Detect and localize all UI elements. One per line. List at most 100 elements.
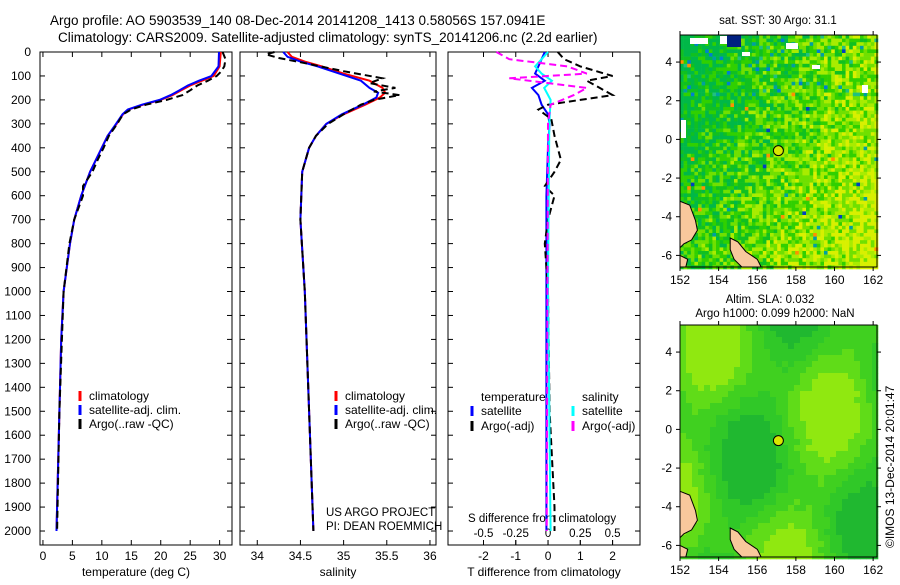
heatmap-cell (781, 75, 785, 79)
heatmap-cell (848, 427, 854, 433)
heatmap-cell (788, 262, 792, 266)
heatmap-cell (784, 78, 788, 82)
heatmap-cell (836, 349, 842, 355)
heatmap-cell (758, 493, 764, 499)
heatmap-cell (835, 93, 839, 97)
heatmap-cell (842, 46, 846, 50)
heatmap-cell (824, 143, 828, 147)
heatmap-cell (831, 96, 835, 100)
heatmap-cell (849, 211, 853, 215)
heatmap-cell (722, 373, 728, 379)
x-tick-label: 5 (69, 549, 76, 563)
heatmap-cell (788, 385, 794, 391)
heatmap-cell (745, 132, 749, 136)
heatmap-cell (842, 186, 846, 190)
heatmap-cell (781, 96, 785, 100)
heatmap-cell (687, 190, 691, 194)
heatmap-cell (830, 391, 836, 397)
heatmap-cell (838, 186, 842, 190)
heatmap-cell (694, 168, 698, 172)
heatmap-cell (752, 57, 756, 61)
heatmap-cell (824, 67, 828, 71)
heatmap-cell (704, 373, 710, 379)
heatmap-cell (709, 75, 713, 79)
heatmap-cell (752, 367, 758, 373)
heatmap-cell (828, 201, 832, 205)
heatmap-cell (836, 367, 842, 373)
heatmap-cell (698, 219, 702, 223)
heatmap-cell (799, 121, 803, 125)
heatmap-cell (748, 60, 752, 64)
heatmap-cell (848, 493, 854, 499)
heatmap-cell (848, 451, 854, 457)
heatmap-cell (698, 251, 702, 255)
heatmap-cell (802, 143, 806, 147)
heatmap-cell (766, 201, 770, 205)
heatmap-cell (741, 96, 745, 100)
heatmap-cell (806, 427, 812, 433)
heatmap-cell (770, 186, 774, 190)
heatmap-cell (770, 361, 776, 367)
heatmap-cell (867, 139, 871, 143)
heatmap-cell (849, 89, 853, 93)
heatmap-cell (709, 132, 713, 136)
heatmap-cell (764, 355, 770, 361)
heatmap-cell (817, 215, 821, 219)
heatmap-cell (738, 53, 742, 57)
heatmap-cell (776, 391, 782, 397)
heatmap-cell (806, 451, 812, 457)
heatmap-cell (738, 49, 742, 53)
heatmap-cell (746, 421, 752, 427)
heatmap-cell (871, 157, 875, 161)
heatmap-cell (842, 39, 846, 43)
heatmap-cell (874, 96, 878, 100)
heatmap-cell (723, 201, 727, 205)
heatmap-cell (774, 39, 778, 43)
heatmap-cell (702, 64, 706, 68)
heatmap-cell (795, 165, 799, 169)
heatmap-cell (813, 175, 817, 179)
heatmap-cell (836, 511, 842, 517)
heatmap-cell (799, 35, 803, 39)
heatmap-cell (835, 39, 839, 43)
heatmap-cell (752, 82, 756, 86)
heatmap-cell (691, 60, 695, 64)
heatmap-cell (860, 355, 866, 361)
heatmap-cell (752, 136, 756, 140)
heatmap-cell (867, 57, 871, 61)
heatmap-cell (871, 237, 875, 241)
heatmap-cell (820, 107, 824, 111)
heatmap-cell (698, 154, 702, 158)
heatmap-cell (864, 121, 868, 125)
heatmap-cell (806, 325, 812, 331)
heatmap-cell (716, 125, 720, 129)
heatmap-cell (680, 85, 684, 89)
heatmap-cell (806, 247, 810, 251)
heatmap-cell (820, 222, 824, 226)
heatmap-cell (830, 427, 836, 433)
heatmap-cell (788, 215, 792, 219)
heatmap-cell (745, 89, 749, 93)
heatmap-cell (848, 475, 854, 481)
heatmap-cell (691, 154, 695, 158)
heatmap-cell (684, 114, 688, 118)
heatmap-cell (756, 255, 760, 259)
heatmap-cell (782, 337, 788, 343)
heatmap-cell (774, 161, 778, 165)
heatmap-cell (748, 136, 752, 140)
heatmap-cell (784, 129, 788, 133)
heatmap-cell (774, 60, 778, 64)
heatmap-cell (799, 136, 803, 140)
heatmap-cell (770, 85, 774, 89)
heatmap-cell (788, 183, 792, 187)
heatmap-cell (756, 215, 760, 219)
heatmap-cell (759, 100, 763, 104)
heatmap-cell (856, 208, 860, 212)
heatmap-cell (817, 258, 821, 262)
heatmap-cell (842, 349, 848, 355)
heatmap-cell (824, 505, 830, 511)
heatmap-cell (795, 262, 799, 266)
heatmap-cell (758, 421, 764, 427)
heatmap-cell (692, 487, 698, 493)
lat-tick-label: -6 (661, 248, 672, 262)
